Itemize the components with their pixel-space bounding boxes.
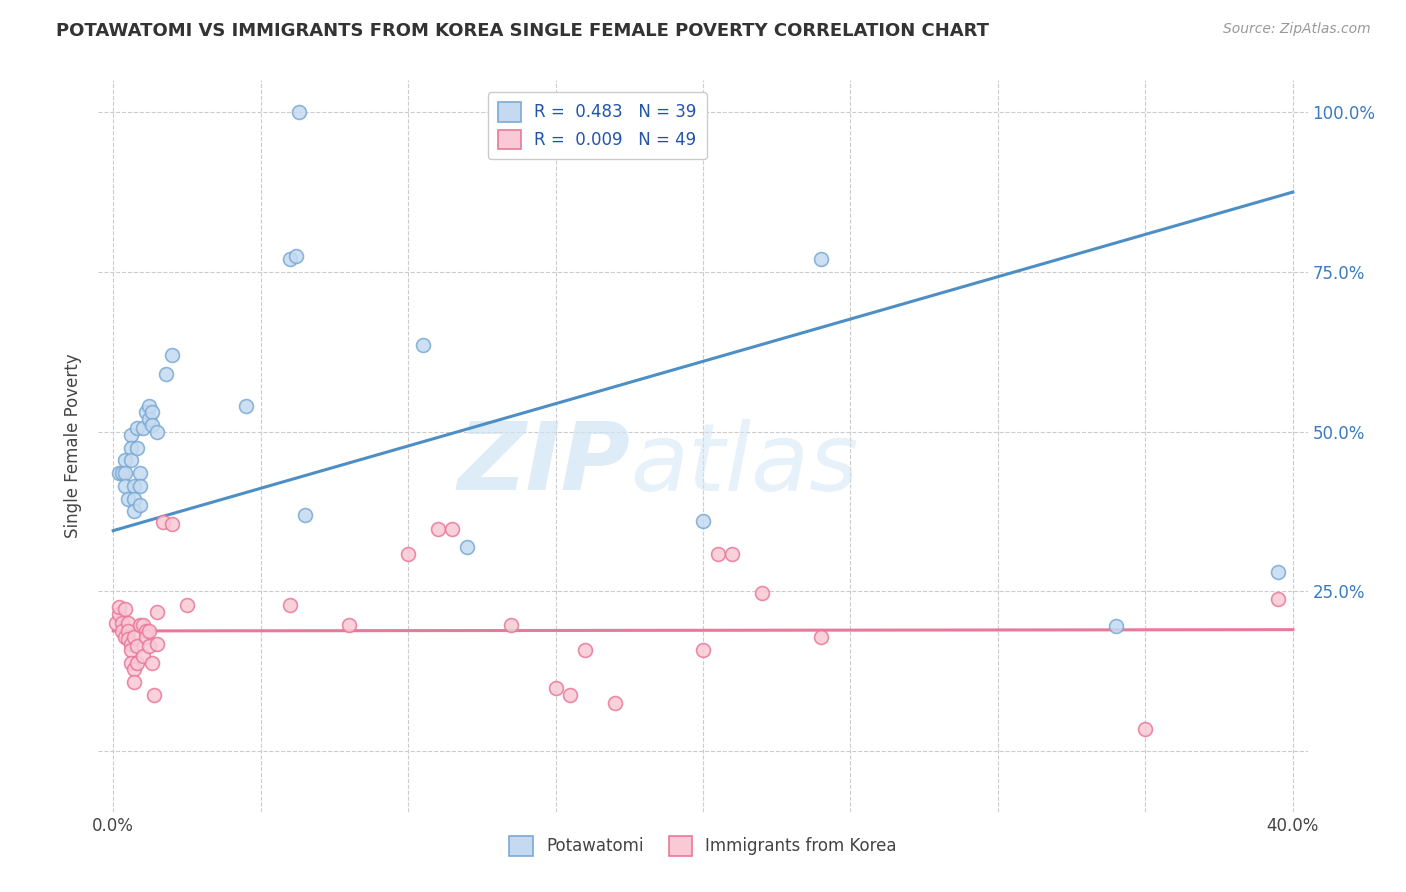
Point (122, 675, 145, 690)
Point (337, 617, 360, 632)
Point (122, 479, 145, 493)
Point (146, 425, 169, 439)
Point (138, 639, 160, 653)
Point (111, 466, 134, 480)
Point (120, 453, 142, 467)
Point (143, 688, 166, 702)
Point (120, 643, 142, 657)
Point (152, 516, 174, 530)
Point (146, 605, 169, 619)
Point (122, 491, 145, 506)
Point (138, 624, 160, 638)
Point (544, 681, 567, 696)
Point (131, 421, 153, 435)
Text: ZIP: ZIP (457, 418, 630, 510)
Point (426, 522, 449, 536)
Point (128, 498, 150, 512)
Point (117, 491, 139, 506)
Point (111, 616, 134, 631)
Point (155, 367, 177, 381)
Point (176, 599, 198, 613)
Point (135, 624, 157, 638)
Point (138, 412, 160, 426)
Point (138, 399, 160, 413)
Point (810, 630, 832, 644)
Point (141, 405, 163, 419)
Point (721, 547, 744, 561)
Point (235, 399, 257, 413)
Text: atlas: atlas (630, 418, 859, 510)
Point (128, 479, 150, 493)
Point (117, 624, 139, 638)
Point (108, 607, 131, 621)
Point (117, 616, 139, 631)
Point (141, 418, 163, 433)
Point (751, 585, 773, 599)
Point (114, 602, 136, 616)
Point (160, 348, 183, 362)
Point (120, 441, 142, 455)
Point (1267, 565, 1289, 579)
Text: POTAWATOMI VS IMMIGRANTS FROM KOREA SINGLE FEMALE POVERTY CORRELATION CHART: POTAWATOMI VS IMMIGRANTS FROM KOREA SING… (56, 22, 990, 40)
Point (146, 637, 169, 651)
Point (278, 252, 301, 267)
Point (560, 688, 582, 702)
Point (108, 600, 131, 615)
Point (105, 616, 128, 631)
Point (111, 624, 134, 638)
Point (574, 105, 596, 120)
Point (692, 643, 714, 657)
Point (692, 514, 714, 528)
Y-axis label: Single Female Poverty: Single Female Poverty (65, 354, 83, 538)
Point (141, 656, 163, 670)
Point (114, 466, 136, 480)
Point (603, 696, 626, 710)
Point (294, 508, 316, 522)
Point (285, 249, 308, 263)
Point (120, 427, 142, 442)
Point (135, 630, 157, 644)
Point (128, 466, 150, 480)
Point (125, 656, 148, 670)
Point (131, 617, 153, 632)
Point (125, 441, 148, 455)
Point (456, 540, 478, 554)
Point (574, 643, 596, 657)
Point (131, 649, 153, 664)
Point (114, 630, 136, 644)
Point (135, 405, 157, 419)
Point (117, 632, 139, 647)
Point (120, 637, 142, 651)
Point (114, 479, 136, 493)
Point (122, 504, 145, 518)
Point (396, 547, 419, 561)
Point (114, 453, 136, 467)
Point (108, 466, 131, 480)
Point (120, 656, 142, 670)
Text: Source: ZipAtlas.com: Source: ZipAtlas.com (1223, 22, 1371, 37)
Point (1105, 619, 1128, 633)
Point (441, 522, 464, 536)
Point (810, 252, 832, 267)
Point (122, 630, 145, 644)
Point (288, 105, 311, 120)
Point (501, 617, 523, 632)
Point (122, 662, 145, 676)
Point (1267, 592, 1289, 607)
Point (128, 617, 150, 632)
Point (412, 338, 434, 352)
Point (125, 639, 148, 653)
Point (278, 599, 301, 613)
Point (501, 105, 523, 120)
Point (706, 547, 728, 561)
Point (160, 517, 183, 532)
Point (1135, 722, 1157, 736)
Legend: Potawatomi, Immigrants from Korea: Potawatomi, Immigrants from Korea (499, 826, 907, 865)
Point (125, 421, 148, 435)
